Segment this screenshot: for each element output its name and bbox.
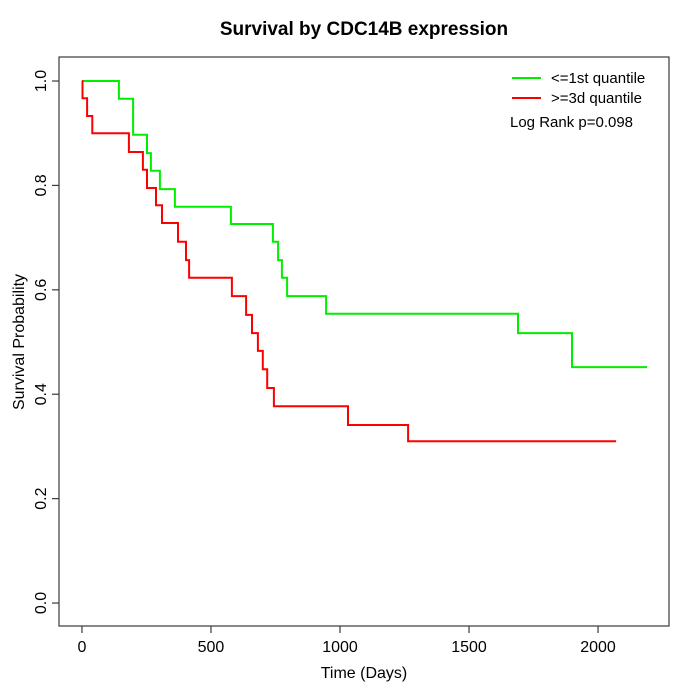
x-axis-ticks: 0 500 1000 1500 2000 <box>78 626 616 656</box>
y-tick-label: 0.4 <box>33 383 50 405</box>
logrank-annotation: Log Rank p=0.098 <box>510 114 633 131</box>
x-tick-label: 0 <box>78 639 87 656</box>
legend: <=1st quantile >=3d quantile Log Rank p=… <box>510 70 645 131</box>
y-axis-ticks: 0.0 0.2 0.4 0.6 0.8 1.0 <box>33 70 59 614</box>
legend-label-first-quantile: <=1st quantile <box>551 70 645 87</box>
survival-curves <box>81 80 648 443</box>
y-axis-label: Survival Probability <box>11 274 28 410</box>
x-tick-label: 1000 <box>322 639 358 656</box>
y-tick-label: 1.0 <box>33 70 50 92</box>
y-tick-label: 0.6 <box>33 279 50 301</box>
x-tick-label: 500 <box>198 639 225 656</box>
survival-curve <box>82 80 648 369</box>
legend-label-third-quantile: >=3d quantile <box>551 90 642 107</box>
x-axis-label: Time (Days) <box>321 665 408 682</box>
chart-title: Survival by CDC14B expression <box>220 19 508 40</box>
y-tick-label: 0.2 <box>33 487 50 509</box>
y-tick-label: 0.0 <box>33 592 50 614</box>
x-tick-label: 2000 <box>580 639 616 656</box>
plot-border <box>58 56 670 627</box>
y-tick-label: 0.8 <box>33 174 50 196</box>
survival-curve <box>81 80 617 443</box>
x-tick-label: 1500 <box>451 639 487 656</box>
